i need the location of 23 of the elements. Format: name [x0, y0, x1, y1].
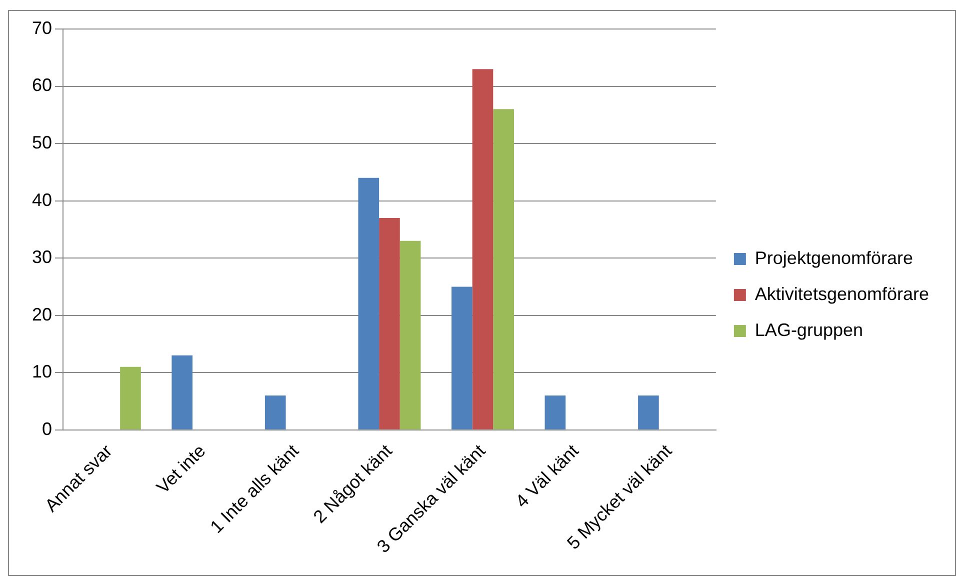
- bar: [120, 366, 141, 430]
- legend-label: Aktivitetsgenomförare: [754, 284, 929, 304]
- bar: [358, 178, 380, 430]
- bar: [544, 395, 566, 430]
- bar: [493, 109, 514, 430]
- bar: [264, 395, 286, 430]
- y-tick-label: 0: [42, 418, 52, 439]
- y-tick-label: 40: [32, 190, 52, 210]
- legend-label: Projektgenomförare: [754, 248, 914, 268]
- bar: [452, 286, 472, 430]
- y-tick-label: 60: [32, 75, 52, 96]
- bar: [472, 69, 494, 430]
- bar: [638, 395, 659, 430]
- bar: [172, 355, 193, 430]
- y-tick-label: 50: [32, 132, 52, 152]
- y-tick-label: 30: [32, 247, 52, 268]
- bar: [400, 240, 421, 430]
- y-tick-label: 10: [32, 362, 52, 382]
- x-tick-label: 4 Väl känt: [512, 440, 582, 512]
- bar: [379, 218, 400, 430]
- y-tick-label: 70: [32, 18, 52, 38]
- legend-label: LAG-gruppen: [754, 320, 863, 340]
- y-tick-label: 20: [32, 304, 52, 324]
